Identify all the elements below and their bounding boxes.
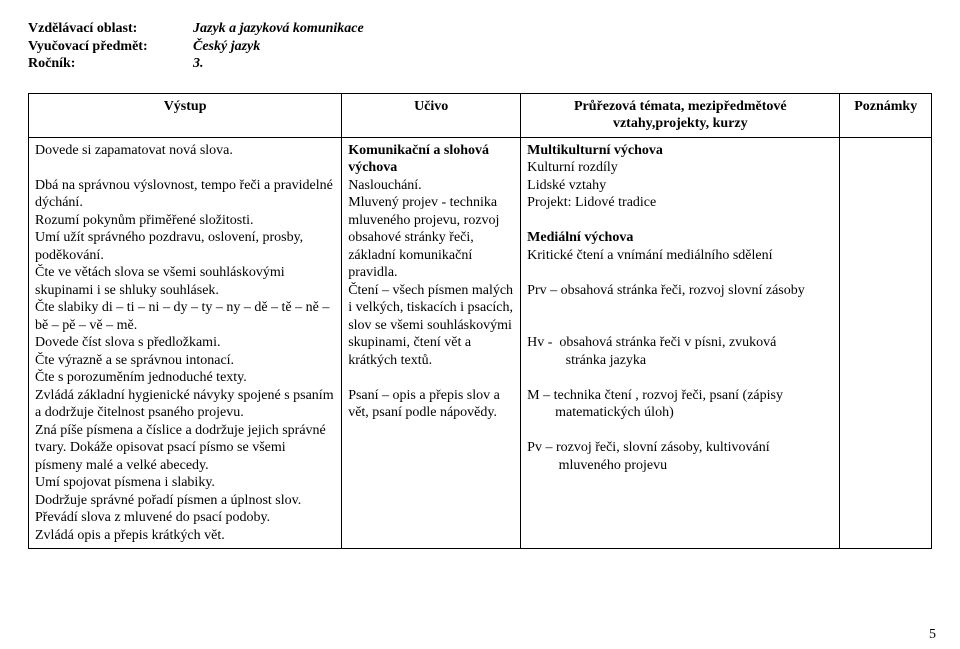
table-row: Dovede si zapamatovat nová slova. Dbá na…: [29, 137, 932, 549]
th-pruz: Průřezová témata, mezipředmětové vztahy,…: [521, 93, 840, 137]
cell-pruz-text-1: Kulturní rozdíly Lidské vztahy Projekt: …: [527, 160, 656, 210]
header-row-oblast: Vzdělávací oblast: Jazyk a jazyková komu…: [28, 20, 932, 38]
cell-vystup-text: Dovede si zapamatovat nová slova. Dbá na…: [35, 143, 334, 543]
header-label: Vyučovací předmět:: [28, 38, 193, 56]
th-vystup: Výstup: [29, 93, 342, 137]
header-row-predmet: Vyučovací předmět: Český jazyk: [28, 38, 932, 56]
table-header-row: Výstup Učivo Průřezová témata, mezipředm…: [29, 93, 932, 137]
cell-pruz: Multikulturní výchova Kulturní rozdíly L…: [521, 137, 840, 549]
header-label: Vzdělávací oblast:: [28, 20, 193, 38]
page-number: 5: [929, 627, 936, 643]
th-pozn: Poznámky: [840, 93, 932, 137]
header-value: Český jazyk: [193, 38, 260, 56]
cell-pruz-heading-2: Mediální výchova: [527, 230, 633, 245]
curriculum-table: Výstup Učivo Průřezová témata, mezipředm…: [28, 93, 932, 550]
cell-vystup: Dovede si zapamatovat nová slova. Dbá na…: [29, 137, 342, 549]
th-ucivo: Učivo: [342, 93, 521, 137]
document-header: Vzdělávací oblast: Jazyk a jazyková komu…: [28, 20, 932, 73]
cell-pruz-heading-1: Multikulturní výchova: [527, 143, 663, 158]
cell-pruz-text-2: Kritické čtení a vnímání mediálního sděl…: [527, 248, 805, 473]
header-value: 3.: [193, 55, 204, 73]
cell-ucivo-heading: Komunikační a slohová výchova: [348, 143, 489, 176]
cell-ucivo-text: Naslouchání. Mluvený projev - technika m…: [348, 178, 513, 421]
header-label: Ročník:: [28, 55, 193, 73]
cell-pozn: [840, 137, 932, 549]
cell-ucivo: Komunikační a slohová výchova Naslouchán…: [342, 137, 521, 549]
header-value: Jazyk a jazyková komunikace: [193, 20, 364, 38]
header-row-rocnik: Ročník: 3.: [28, 55, 932, 73]
